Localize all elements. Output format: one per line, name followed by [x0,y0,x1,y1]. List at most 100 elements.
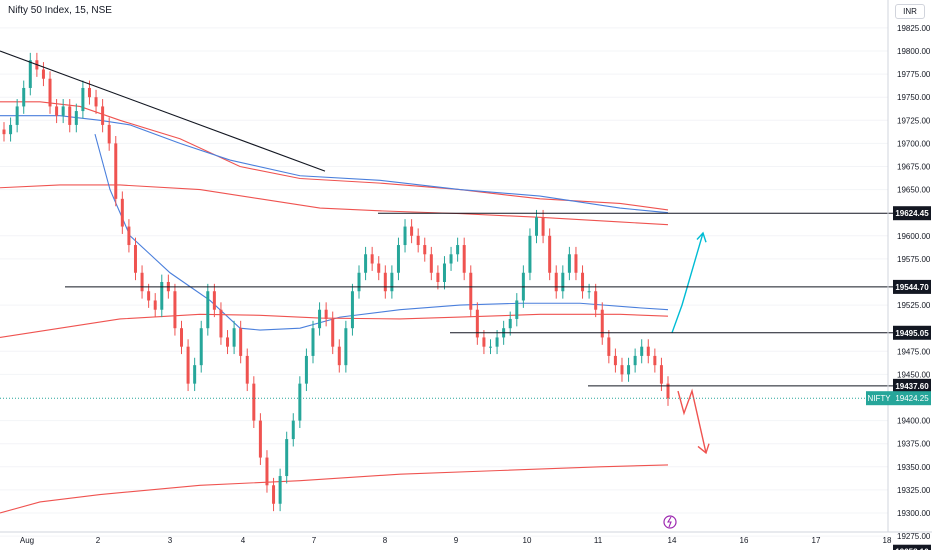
x-tick-label: 9 [454,536,459,545]
candle-body [653,355,657,366]
candle-body [74,111,78,125]
candle-body [561,272,565,292]
candle-body [462,245,466,273]
candle-body [607,337,611,356]
candle-body [68,106,72,125]
upper-band-line [0,101,669,211]
candle-body [528,235,532,273]
candle-body [160,282,164,310]
candle-body [646,346,650,356]
x-tick-label: 16 [740,536,749,545]
candle-body [87,87,91,98]
candle-body [535,217,539,236]
candle-body [508,318,512,329]
candle-body [581,272,585,292]
level-price-label: 19495.05 [895,329,929,338]
candle-body [114,143,118,199]
candle-body [436,272,440,282]
candle-body [554,272,558,292]
candle-body [9,124,13,135]
candle-body [278,476,282,504]
candle-body [659,365,663,384]
candle-body [567,254,571,273]
candle-body [245,355,249,384]
time-axis: Aug 2 3 4 7 8 9 10 11 14 16 17 18 [20,536,892,545]
y-tick-label: 19800.00 [897,47,931,56]
y-tick-label: 19375.00 [897,440,931,449]
candle-body [324,309,328,319]
candle-body [298,383,302,421]
level-price-box [893,206,931,221]
x-tick-label: 8 [383,536,388,545]
trendline [0,50,326,172]
moving-average-bands [0,101,669,514]
y-tick-label: 19750.00 [897,93,931,102]
candle-body [94,97,98,107]
candle-body [304,355,308,384]
x-tick-label: 17 [812,536,821,545]
candle-body [140,272,144,292]
bullish-projection-arrow [671,232,704,334]
currency-selector[interactable]: INR [895,4,925,19]
x-tick-label: 14 [668,536,677,545]
candle-body [101,106,105,125]
candle-body [337,346,341,366]
y-tick-label: 19325.00 [897,486,931,495]
candle-body [107,124,111,144]
current-price-tag: NIFTY 19424.25 [0,391,931,406]
lower-band-line [0,464,669,514]
candle-body [423,245,427,255]
y-tick-label: 19450.00 [897,370,931,379]
candle-body [41,69,45,79]
candle-body [666,383,670,399]
candle-body [620,365,624,375]
y-tick-label: 19725.00 [897,116,931,125]
candle-body [193,365,197,384]
x-tick-label: 18 [883,536,892,545]
candle-body [627,365,631,375]
level-price-label: 19437.60 [895,382,929,391]
event-marker-icon [663,515,677,529]
candle-body [81,87,85,112]
level-price-box [893,378,931,393]
level-price-box [893,544,931,550]
level-price-box [893,279,931,294]
x-tick-label: 10 [523,536,532,545]
bullish-arrow-head [696,231,707,243]
x-tick-label: 11 [594,536,603,545]
y-tick-label: 19275.00 [897,532,931,541]
candle-body [153,300,157,310]
candle-body [613,355,617,366]
candle-body [495,337,499,347]
candle-body [469,272,473,310]
y-tick-label: 19825.00 [897,24,931,33]
candle-body [133,245,137,273]
bearish-projection-arrow [677,388,707,454]
candle-body [291,420,295,440]
chart-drawings [0,50,710,455]
level-price-label: 19624.45 [895,209,929,218]
candle-body [2,129,6,135]
candle-body [252,383,256,421]
candle-body [258,420,262,458]
candle-body [383,272,387,292]
candle-body [61,106,65,116]
y-tick-label: 19675.00 [897,163,931,172]
y-tick-label: 19475.00 [897,347,931,356]
candle-body [48,78,52,107]
chart-grid [0,27,888,537]
candle-body [370,254,374,264]
candle-body [541,217,545,236]
y-tick-label: 19525.00 [897,301,931,310]
candle-body [390,272,394,292]
y-tick-label: 19350.00 [897,463,931,472]
candle-body [55,106,59,116]
candle-body [364,254,368,273]
candle-body [475,309,479,338]
y-tick-label: 19600.00 [897,232,931,241]
y-tick-label: 19400.00 [897,417,931,426]
candle-body [587,291,591,293]
candle-body [350,291,354,329]
level-price-label: 19544.70 [895,283,929,292]
